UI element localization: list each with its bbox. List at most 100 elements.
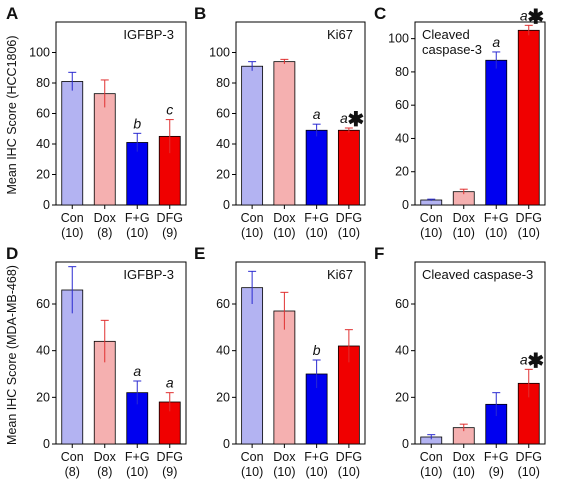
- y-tick-label: 20: [395, 165, 409, 179]
- bar: [93, 93, 116, 206]
- y-tick-label: 0: [223, 437, 230, 451]
- x-n-label: (10): [126, 226, 148, 240]
- plot-frame: [414, 21, 546, 206]
- y-tick-label: 100: [209, 46, 230, 60]
- x-n-label: (10): [518, 226, 540, 240]
- y-tick-label: 40: [395, 131, 409, 145]
- row-ylabel-top: Mean IHC Score (HCC1806): [5, 35, 19, 194]
- panel-letter: E: [194, 244, 205, 263]
- bar: [241, 65, 264, 206]
- x-category-label: F+G: [484, 211, 509, 225]
- x-category-label: Con: [241, 450, 264, 464]
- panel-e: E0204060Ki67Con(10)Dox(10)bF+G(10)DFG(10…: [194, 244, 366, 479]
- significance-letter: a: [520, 351, 528, 367]
- x-n-label: (10): [338, 226, 360, 240]
- x-n-label: (9): [162, 465, 177, 479]
- x-category-label: DFG: [157, 211, 183, 225]
- bar: [273, 310, 296, 445]
- x-category-label: Con: [61, 450, 84, 464]
- x-n-label: (10): [241, 226, 263, 240]
- x-category-label: Con: [61, 211, 84, 225]
- panel-letter: F: [374, 244, 384, 263]
- plot-frame: [55, 261, 187, 445]
- x-n-label: (10): [126, 465, 148, 479]
- x-category-label: DFG: [157, 450, 183, 464]
- x-n-label: (10): [306, 465, 328, 479]
- bar: [61, 81, 84, 206]
- y-tick-label: 20: [216, 168, 230, 182]
- y-tick-label: 20: [395, 390, 409, 404]
- x-category-label: Con: [420, 450, 443, 464]
- significance-letter: c: [166, 102, 173, 118]
- y-tick-label: 40: [36, 344, 50, 358]
- y-tick-label: 60: [216, 107, 230, 121]
- panel-letter: D: [6, 244, 18, 263]
- y-tick-label: 100: [29, 46, 50, 60]
- y-tick-label: 20: [36, 168, 50, 182]
- panel-title-line: caspase-3: [422, 42, 482, 57]
- x-category-label: Dox: [94, 450, 117, 464]
- y-tick-label: 100: [388, 32, 409, 46]
- panel-title: IGFBP-3: [123, 27, 174, 42]
- panel-letter: B: [194, 4, 206, 23]
- x-category-label: DFG: [516, 450, 542, 464]
- panel-letter: A: [6, 4, 18, 23]
- significance-letter: a: [492, 34, 500, 50]
- x-category-label: F+G: [304, 450, 329, 464]
- significance-letter: a: [340, 110, 348, 126]
- x-n-label: (10): [273, 465, 295, 479]
- significance-letter: b: [313, 342, 321, 358]
- bar: [485, 59, 508, 206]
- panel-title-line: Cleaved: [422, 27, 470, 42]
- x-n-label: (10): [306, 226, 328, 240]
- y-tick-label: 60: [395, 297, 409, 311]
- panel-title: Cleaved caspase-3: [422, 267, 533, 282]
- panel-title: IGFBP-3: [123, 267, 174, 282]
- y-tick-label: 40: [36, 137, 50, 151]
- significance-letter: a: [133, 363, 141, 379]
- x-category-label: DFG: [516, 211, 542, 225]
- plot-frame: [235, 261, 366, 445]
- x-category-label: Dox: [453, 450, 476, 464]
- y-tick-label: 60: [216, 297, 230, 311]
- panel-title: Ki67: [327, 267, 353, 282]
- x-category-label: F+G: [125, 450, 150, 464]
- x-category-label: Dox: [273, 450, 296, 464]
- x-n-label: (8): [97, 465, 112, 479]
- bar: [305, 129, 328, 206]
- x-n-label: (10): [420, 226, 442, 240]
- y-tick-label: 40: [216, 137, 230, 151]
- x-n-label: (10): [273, 226, 295, 240]
- panels: A020406080100IGFBP-3Con(10)Dox(8)bF+G(10…: [6, 4, 546, 479]
- significance-letter: a: [520, 7, 528, 23]
- plot-frame: [414, 261, 546, 445]
- panel-title: Ki67: [327, 27, 353, 42]
- bar: [517, 29, 540, 206]
- x-n-label: (9): [489, 465, 504, 479]
- panel-letter: C: [374, 4, 386, 23]
- significance-star: ✱: [527, 6, 544, 28]
- y-tick-label: 20: [36, 390, 50, 404]
- significance-star: ✱: [527, 350, 544, 372]
- y-tick-label: 80: [36, 76, 50, 90]
- significance-letter: b: [133, 115, 141, 131]
- y-tick-label: 60: [36, 297, 50, 311]
- x-n-label: (10): [61, 226, 83, 240]
- y-tick-label: 40: [395, 344, 409, 358]
- bar: [337, 129, 360, 206]
- bar: [126, 142, 149, 206]
- y-tick-label: 80: [395, 65, 409, 79]
- x-n-label: (8): [97, 226, 112, 240]
- y-tick-label: 0: [402, 437, 409, 451]
- y-tick-label: 0: [223, 198, 230, 212]
- y-tick-label: 0: [402, 198, 409, 212]
- bar: [273, 61, 296, 206]
- x-n-label: (10): [420, 465, 442, 479]
- y-tick-label: 40: [216, 344, 230, 358]
- x-category-label: F+G: [304, 211, 329, 225]
- significance-letter: a: [166, 375, 174, 391]
- x-category-label: F+G: [125, 211, 150, 225]
- x-category-label: DFG: [336, 450, 362, 464]
